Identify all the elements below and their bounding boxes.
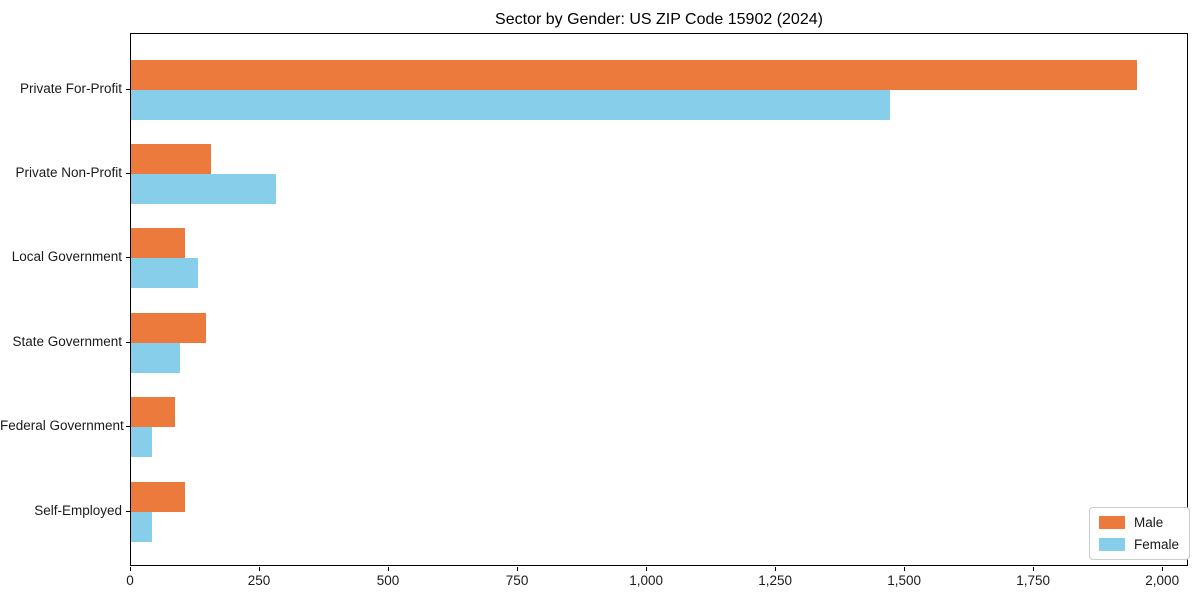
ytick-mark-state-government xyxy=(126,341,130,343)
ytick-mark-local-government xyxy=(126,257,130,259)
ytick-label-local-government: Local Government xyxy=(11,249,122,265)
xtick-mark-1250 xyxy=(775,567,777,571)
ytick-label-private-for-profit: Private For-Profit xyxy=(19,80,122,96)
legend-row-female: Female xyxy=(1099,537,1179,552)
xtick-mark-1500 xyxy=(904,567,906,571)
legend-row-male: Male xyxy=(1099,515,1179,530)
xtick-label-0: 0 xyxy=(126,573,134,588)
chart-title: Sector by Gender: US ZIP Code 15902 (202… xyxy=(495,11,823,28)
bar-male-self-employed xyxy=(131,481,186,512)
xtick-label-1250: 1,250 xyxy=(758,573,793,588)
ytick-mark-federal-government xyxy=(126,426,130,428)
bar-female-private-for-profit xyxy=(131,89,890,120)
legend: Male Female xyxy=(1089,507,1191,560)
xtick-label-750: 750 xyxy=(505,573,529,588)
xtick-label-2000: 2,000 xyxy=(1145,573,1180,588)
xtick-mark-500 xyxy=(388,567,390,571)
xtick-mark-2000 xyxy=(1162,567,1164,571)
xtick-label-500: 500 xyxy=(376,573,400,588)
bar-male-private-for-profit xyxy=(131,59,1138,90)
xtick-label-1750: 1,750 xyxy=(1016,573,1051,588)
ytick-label-private-non-profit: Private Non-Profit xyxy=(15,164,122,180)
bar-male-federal-government xyxy=(131,397,175,428)
ytick-label-self-employed: Self-Employed xyxy=(34,502,122,518)
bar-female-private-non-profit xyxy=(131,173,276,204)
legend-label-male: Male xyxy=(1134,515,1164,530)
bar-female-local-government xyxy=(131,258,199,289)
xtick-label-1000: 1,000 xyxy=(629,573,663,588)
bar-female-state-government xyxy=(131,342,181,373)
ytick-label-federal-government: Federal Government xyxy=(0,418,124,434)
ytick-mark-private-non-profit xyxy=(126,172,130,174)
xtick-mark-750 xyxy=(517,567,519,571)
xtick-mark-1000 xyxy=(646,567,648,571)
legend-label-female: Female xyxy=(1134,537,1180,552)
xtick-mark-1750 xyxy=(1033,567,1035,571)
xtick-label-250: 250 xyxy=(247,573,271,588)
bar-male-state-government xyxy=(131,312,206,343)
bar-female-federal-government xyxy=(131,427,152,458)
ytick-label-state-government: State Government xyxy=(12,333,122,349)
xtick-mark-0 xyxy=(130,567,131,571)
bar-male-local-government xyxy=(131,228,186,259)
plot-area xyxy=(130,33,1188,566)
ytick-mark-self-employed xyxy=(126,510,130,512)
bar-male-private-non-profit xyxy=(131,143,211,174)
male-swatch xyxy=(1099,516,1125,529)
ytick-mark-private-for-profit xyxy=(126,88,130,90)
bar-female-self-employed xyxy=(131,511,152,542)
female-swatch xyxy=(1099,538,1125,551)
xtick-mark-250 xyxy=(259,567,261,571)
xtick-label-1500: 1,500 xyxy=(887,573,922,588)
